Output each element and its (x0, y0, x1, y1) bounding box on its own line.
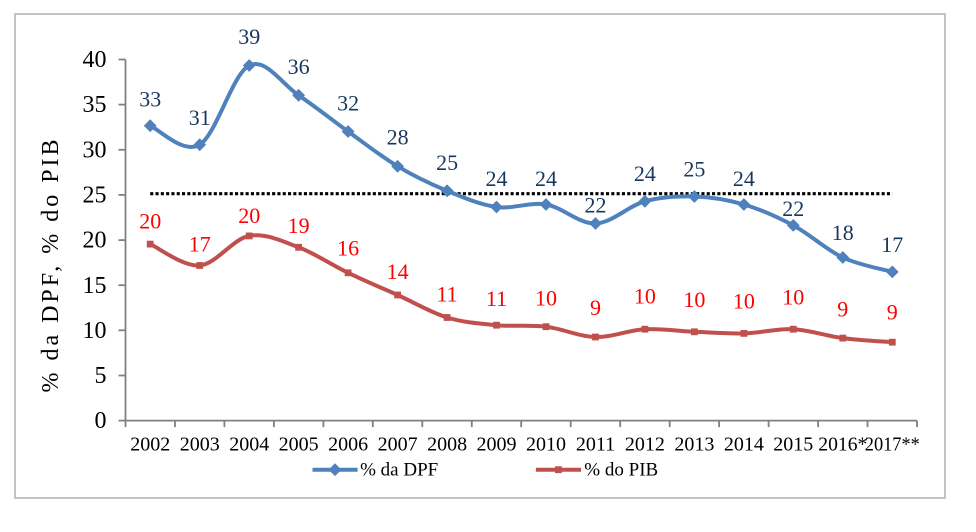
svg-text:11: 11 (486, 286, 507, 311)
svg-text:40: 40 (83, 47, 107, 73)
svg-text:% da DPF, % do PIB: % da DPF, % do PIB (38, 136, 64, 392)
svg-text:2012: 2012 (625, 434, 665, 456)
svg-text:2006: 2006 (328, 434, 368, 456)
svg-text:9: 9 (837, 296, 848, 321)
svg-text:36: 36 (288, 54, 310, 79)
svg-text:2011: 2011 (576, 434, 615, 456)
svg-text:28: 28 (387, 125, 409, 150)
svg-text:10: 10 (683, 287, 705, 312)
svg-text:15: 15 (83, 273, 107, 299)
svg-text:9: 9 (887, 299, 898, 324)
svg-text:19: 19 (288, 213, 310, 238)
svg-text:11: 11 (437, 282, 458, 307)
svg-text:35: 35 (83, 92, 107, 118)
svg-text:2013: 2013 (674, 434, 714, 456)
svg-text:10: 10 (782, 284, 804, 309)
svg-text:24: 24 (634, 161, 656, 186)
svg-text:17: 17 (189, 231, 211, 256)
svg-text:10: 10 (535, 285, 557, 310)
svg-text:20: 20 (83, 228, 107, 254)
svg-text:2009: 2009 (477, 434, 517, 456)
svg-text:5: 5 (95, 363, 107, 389)
svg-text:10: 10 (83, 318, 107, 344)
svg-text:10: 10 (733, 289, 755, 314)
svg-text:25: 25 (83, 183, 107, 209)
svg-text:32: 32 (337, 91, 359, 116)
svg-text:20: 20 (139, 209, 161, 234)
svg-text:31: 31 (189, 105, 211, 130)
svg-text:25: 25 (683, 157, 705, 182)
svg-text:9: 9 (590, 295, 601, 320)
svg-text:% da DPF: % da DPF (360, 459, 438, 480)
svg-text:2004: 2004 (229, 434, 269, 456)
svg-text:2007: 2007 (378, 434, 418, 456)
svg-text:2015: 2015 (773, 434, 813, 456)
svg-text:2003: 2003 (180, 434, 220, 456)
svg-text:2017**: 2017** (865, 434, 920, 456)
svg-text:24: 24 (733, 166, 755, 191)
svg-text:2005: 2005 (279, 434, 319, 456)
svg-text:0: 0 (95, 408, 107, 434)
svg-text:18: 18 (832, 220, 854, 245)
svg-text:% do PIB: % do PIB (584, 459, 658, 480)
svg-text:2014: 2014 (724, 434, 764, 456)
svg-text:2016*: 2016* (818, 434, 867, 456)
svg-text:22: 22 (782, 196, 804, 221)
svg-text:24: 24 (486, 166, 508, 191)
svg-text:22: 22 (585, 192, 607, 217)
svg-text:2010: 2010 (526, 434, 566, 456)
svg-text:24: 24 (535, 166, 557, 191)
svg-text:16: 16 (337, 236, 359, 261)
svg-text:39: 39 (238, 24, 260, 49)
svg-text:30: 30 (83, 137, 107, 163)
svg-text:10: 10 (634, 283, 656, 308)
svg-text:14: 14 (387, 259, 409, 284)
svg-text:20: 20 (238, 203, 260, 228)
svg-text:17: 17 (881, 232, 903, 257)
svg-text:25: 25 (436, 150, 458, 175)
svg-text:33: 33 (139, 86, 161, 111)
svg-text:2008: 2008 (427, 434, 467, 456)
svg-text:2002: 2002 (130, 434, 170, 456)
